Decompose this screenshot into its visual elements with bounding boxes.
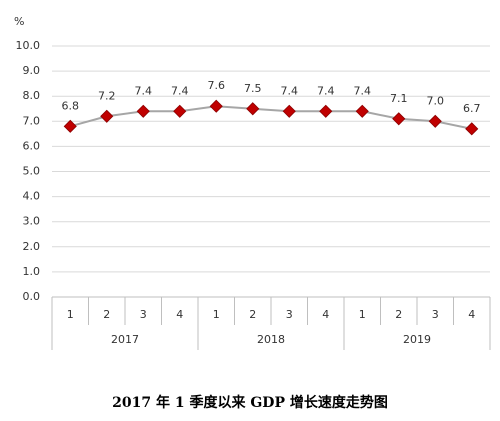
y-tick-label: 8.0: [23, 89, 41, 102]
data-point: [136, 104, 150, 118]
x-tick-label: 3: [140, 308, 147, 321]
y-tick-label: 10.0: [16, 39, 41, 52]
y-unit: %: [14, 15, 24, 28]
y-tick-label: 9.0: [23, 64, 41, 77]
x-tick-label: 2: [395, 308, 402, 321]
x-tick-label: 4: [176, 308, 183, 321]
y-tick-label: 1.0: [23, 265, 41, 278]
data-point: [173, 104, 187, 118]
y-tick-label: 4.0: [23, 190, 41, 203]
y-tick-label: 0.0: [23, 290, 41, 303]
y-tick-label: 7.0: [23, 114, 41, 127]
data-label: 7.5: [244, 82, 262, 95]
data-point: [392, 112, 406, 126]
x-tick-label: 2: [103, 308, 110, 321]
data-label: 7.1: [390, 92, 408, 105]
data-label: 7.4: [281, 84, 299, 97]
x-tick-label: 3: [286, 308, 293, 321]
data-label: 7.4: [135, 84, 153, 97]
data-point: [465, 122, 479, 136]
chart-title: 2017 年 1 季度以来 GDP 增长速度走势图: [112, 394, 388, 411]
data-label: 7.4: [171, 84, 189, 97]
data-point: [63, 119, 77, 133]
data-label: 7.4: [317, 84, 335, 97]
data-point: [246, 102, 260, 116]
y-tick-label: 3.0: [23, 215, 41, 228]
data-label: 7.0: [427, 94, 445, 107]
data-point: [428, 114, 442, 128]
x-tick-label: 1: [67, 308, 74, 321]
x-tick-label: 1: [213, 308, 220, 321]
data-point: [355, 104, 369, 118]
x-group-label: 2018: [257, 333, 285, 346]
x-tick-label: 3: [432, 308, 439, 321]
y-tick-label: 6.0: [23, 139, 41, 152]
x-tick-label: 2: [249, 308, 256, 321]
data-label: 6.7: [463, 102, 481, 115]
data-point: [282, 104, 296, 118]
x-tick-label: 4: [468, 308, 475, 321]
x-group-label: 2017: [111, 333, 139, 346]
data-point: [319, 104, 333, 118]
data-label: 7.6: [208, 79, 226, 92]
data-label: 6.8: [62, 99, 80, 112]
data-label: 7.4: [354, 84, 372, 97]
x-group-label: 2019: [403, 333, 431, 346]
data-point: [209, 99, 223, 113]
y-tick-label: 2.0: [23, 240, 41, 253]
x-tick-label: 4: [322, 308, 329, 321]
data-point: [100, 109, 114, 123]
data-label: 7.2: [98, 89, 116, 102]
y-tick-label: 5.0: [23, 165, 41, 178]
series-line: [69, 105, 472, 130]
x-tick-label: 1: [359, 308, 366, 321]
